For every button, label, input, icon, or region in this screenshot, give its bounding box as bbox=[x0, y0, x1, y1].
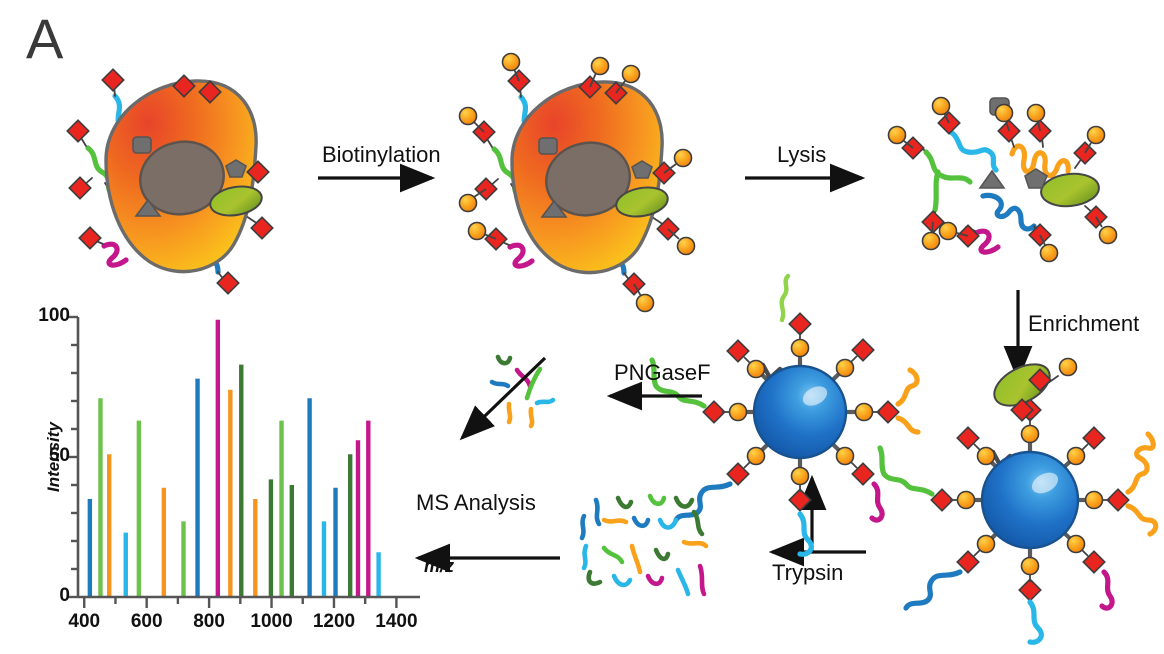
arrow-label-pngasef: PNGaseF bbox=[614, 360, 711, 385]
arrow-label-enrichment: Enrichment bbox=[1028, 311, 1140, 336]
arrow-label-ms-analysis: MS Analysis bbox=[416, 490, 536, 515]
y-tick-label: 100 bbox=[38, 305, 70, 326]
x-tick-label: 400 bbox=[68, 611, 101, 632]
stage-glycopeptides bbox=[489, 354, 556, 429]
stage-cell-biotinylated bbox=[458, 52, 696, 313]
stage-cell-native bbox=[66, 68, 274, 295]
stage-bead-captured bbox=[877, 357, 1159, 645]
stage-lysate bbox=[887, 96, 1118, 263]
x-tick-label: 1200 bbox=[312, 611, 356, 632]
arrow-trypsin bbox=[768, 474, 866, 567]
arrow-label-lysis: Lysis bbox=[777, 142, 827, 167]
y-tick-label: 0 bbox=[59, 585, 70, 606]
mass-spectrum bbox=[67, 315, 420, 608]
x-tick-label: 800 bbox=[193, 611, 225, 632]
x-tick-label: 1400 bbox=[375, 611, 418, 632]
arrow-ms-analysis bbox=[414, 356, 560, 573]
stage-peptides bbox=[579, 493, 709, 597]
x-tick-label: 600 bbox=[130, 611, 163, 632]
panel-letter: A bbox=[26, 7, 64, 70]
streptavidin-bead-1 bbox=[752, 364, 848, 460]
arrow-label-biotinylation: Biotinylation bbox=[322, 142, 441, 167]
y-tick-label: 50 bbox=[48, 445, 70, 466]
streptavidin-bead-2 bbox=[980, 450, 1080, 550]
x-axis-title: m/z bbox=[424, 556, 455, 576]
arrow-label-trypsin: Trypsin bbox=[772, 560, 844, 585]
nucleus bbox=[139, 140, 225, 216]
x-tick-label: 1000 bbox=[250, 611, 293, 632]
